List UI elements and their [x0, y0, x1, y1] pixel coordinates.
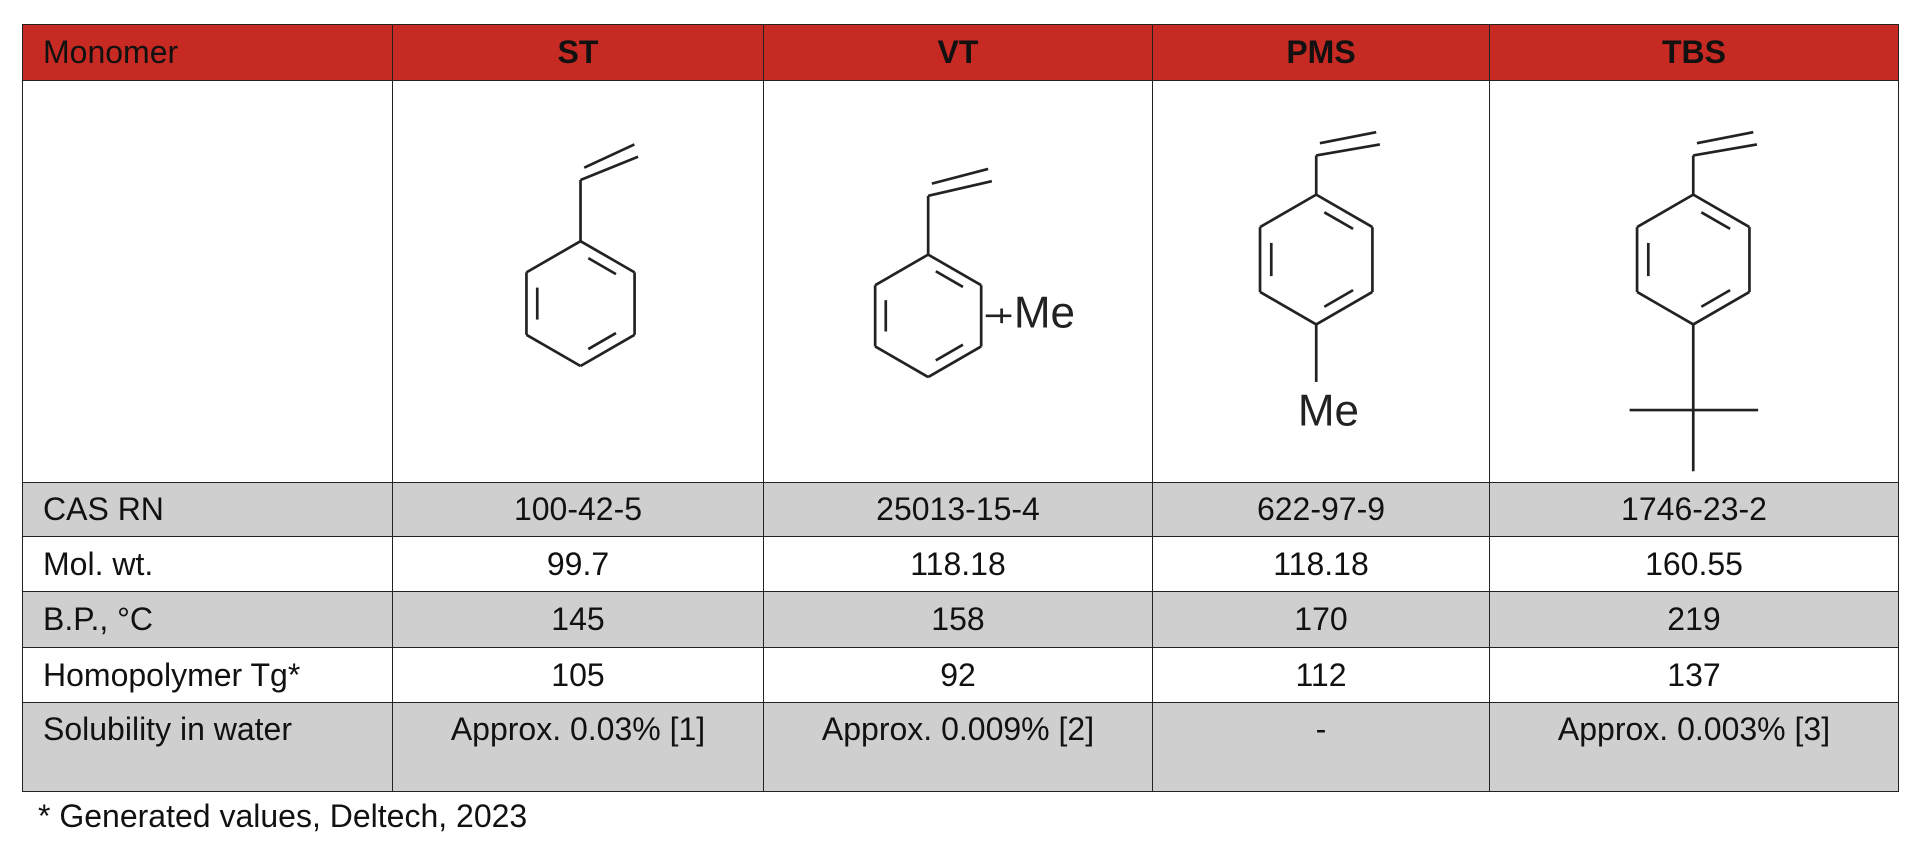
structure-cell: [392, 80, 764, 483]
row-label: Solubility in water: [22, 702, 393, 792]
data-row: Mol. wt. 99.7 118.18 118.18 160.55: [22, 536, 1899, 592]
data-row: B.P., °C 145 158 170 219: [22, 591, 1899, 648]
data-row: Solubility in water Approx. 0.03% [1] Appr…: [22, 702, 1899, 792]
cell: -: [1152, 702, 1490, 792]
header-cell: TBS: [1489, 24, 1899, 81]
cell: 160.55: [1489, 536, 1899, 592]
row-label: B.P., °C: [22, 591, 393, 648]
data-row: Homopolymer Tg* 105 92 112 137: [22, 647, 1899, 703]
cell: 99.7: [392, 536, 764, 592]
cell: 170: [1152, 591, 1490, 648]
cell: 158: [763, 591, 1153, 648]
row-label: Homopolymer Tg*: [22, 647, 393, 703]
header-cell: ST: [392, 24, 764, 81]
cell: 100-42-5: [392, 482, 764, 537]
cell: 1746-23-2: [1489, 482, 1899, 537]
cell: Approx. 0.003% [3]: [1489, 702, 1899, 792]
cell: 92: [763, 647, 1153, 703]
cell: 112: [1152, 647, 1490, 703]
cell: Approx. 0.03% [1]: [392, 702, 764, 792]
cell: 137: [1489, 647, 1899, 703]
cell: 118.18: [763, 536, 1153, 592]
cell: 219: [1489, 591, 1899, 648]
cell: 25013-15-4: [763, 482, 1153, 537]
structure-cell: [763, 80, 1153, 483]
data-row: CAS RN 100-42-5 25013-15-4 622-97-9 1746-23-…: [22, 482, 1899, 537]
row-label: CAS RN: [22, 482, 393, 537]
cell: 145: [392, 591, 764, 648]
structure-cell: [1152, 80, 1490, 483]
row-label: Mol. wt.: [22, 536, 393, 592]
structure-row: [22, 80, 1899, 483]
cell: 622-97-9: [1152, 482, 1490, 537]
header-row: Monomer ST VT PMS TBS: [22, 24, 1899, 81]
cell: Approx. 0.009% [2]: [763, 702, 1153, 792]
structure-cell: [22, 80, 393, 483]
monomer-table: Monomer ST VT PMS TBS CAS RN 100-42-5 25013-15-…: [22, 24, 1899, 792]
footnote: * Generated values, Deltech, 2023: [38, 798, 528, 834]
header-cell: PMS: [1152, 24, 1490, 81]
header-cell: Monomer: [22, 24, 393, 81]
cell: 118.18: [1152, 536, 1490, 592]
header-cell: VT: [763, 24, 1153, 81]
cell: 105: [392, 647, 764, 703]
structure-cell: [1489, 80, 1899, 483]
